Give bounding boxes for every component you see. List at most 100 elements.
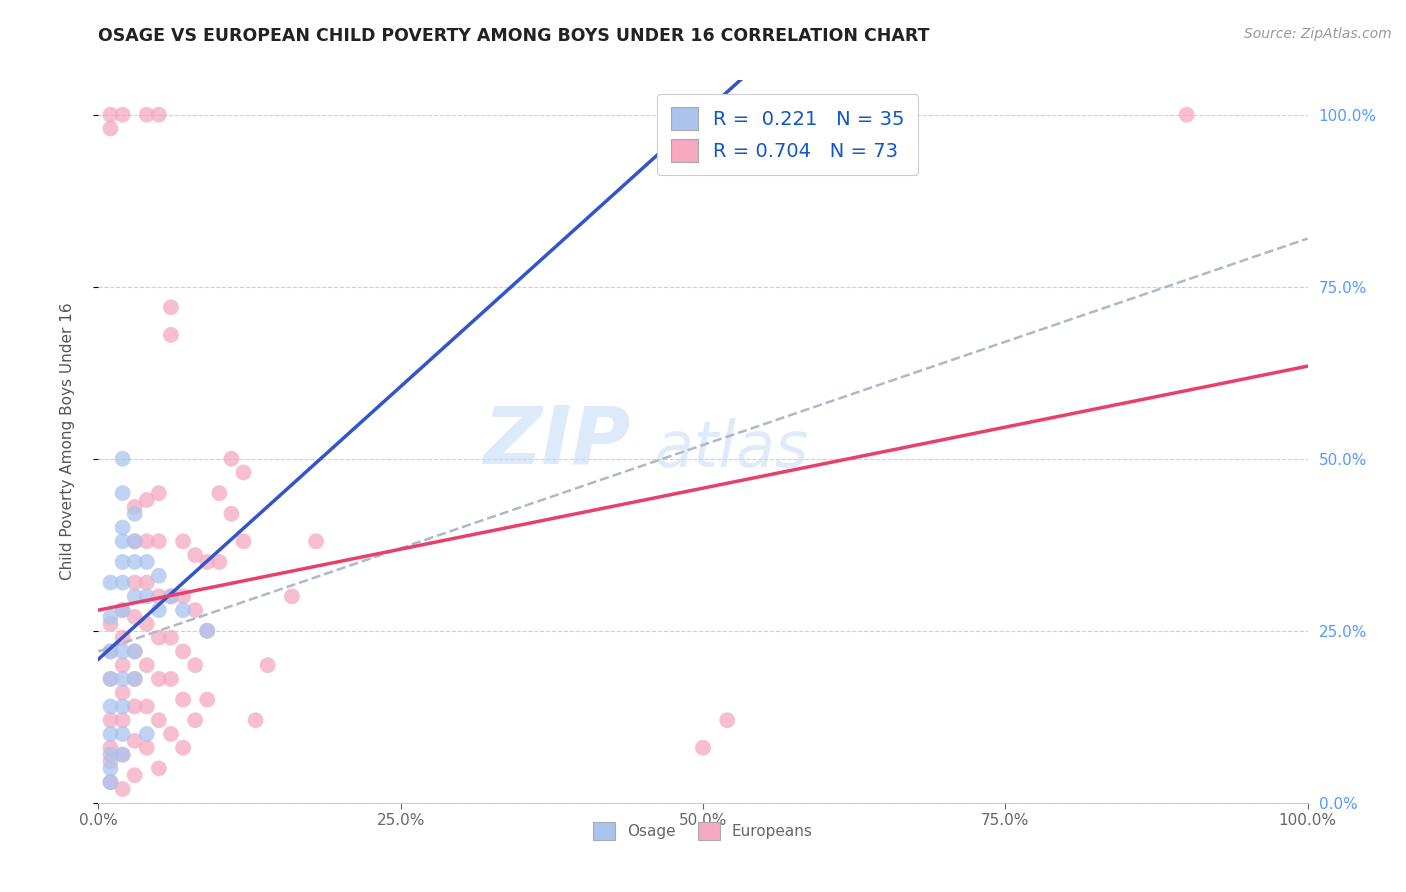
Point [111,520,134,534]
Point [111,658,134,673]
Point [111,534,134,549]
Y-axis label: Child Poverty Among Boys Under 16: Child Poverty Among Boys Under 16 [60,302,75,581]
Text: Source: ZipAtlas.com: Source: ZipAtlas.com [1244,27,1392,41]
Point [124,672,146,686]
Point [111,782,134,797]
Point [124,575,146,590]
Point [172,692,194,706]
Point [100,740,122,755]
Point [100,121,122,136]
Point [148,568,170,582]
Point [135,575,157,590]
Point [160,631,183,645]
Point [124,555,146,569]
Point [135,108,157,122]
Text: atlas: atlas [655,417,808,480]
Point [148,603,170,617]
Point [172,603,194,617]
Point [184,548,207,562]
Point [124,734,146,748]
Point [100,775,122,789]
Point [160,327,183,342]
Point [281,590,304,604]
Point [111,672,134,686]
Point [245,713,267,727]
Point [208,555,231,569]
Point [208,486,231,500]
Point [124,507,146,521]
Point [111,555,134,569]
Point [148,761,170,775]
Point [100,672,122,686]
Point [135,740,157,755]
Point [172,534,194,549]
Point [172,590,194,604]
Point [148,534,170,549]
Point [184,713,207,727]
Point [148,590,170,604]
Point [135,616,157,631]
Point [111,699,134,714]
Point [100,761,122,775]
Legend: Osage, Europeans: Osage, Europeans [588,816,818,846]
Point [148,672,170,686]
Point [111,686,134,700]
Point [160,301,183,315]
Point [111,108,134,122]
Point [232,466,254,480]
Point [124,644,146,658]
Point [195,692,218,706]
Point [111,644,134,658]
Point [135,534,157,549]
Point [124,644,146,658]
Point [305,534,328,549]
Point [100,713,122,727]
Point [111,631,134,645]
Point [172,644,194,658]
Point [111,713,134,727]
Point [100,575,122,590]
Point [100,775,122,789]
Point [111,603,134,617]
Point [111,575,134,590]
Point [100,727,122,741]
Point [111,747,134,762]
Point [195,624,218,638]
Point [221,507,243,521]
Point [100,108,122,122]
Point [160,590,183,604]
Point [124,534,146,549]
Point [135,658,157,673]
Point [716,713,738,727]
Point [195,624,218,638]
Point [135,590,157,604]
Text: OSAGE VS EUROPEAN CHILD POVERTY AMONG BOYS UNDER 16 CORRELATION CHART: OSAGE VS EUROPEAN CHILD POVERTY AMONG BO… [98,27,929,45]
Point [124,500,146,514]
Point [221,451,243,466]
Point [135,555,157,569]
Point [184,603,207,617]
Point [1175,108,1198,122]
Point [160,672,183,686]
Point [135,727,157,741]
Point [135,493,157,508]
Point [148,631,170,645]
Point [100,616,122,631]
Point [100,755,122,769]
Point [100,644,122,658]
Point [172,740,194,755]
Point [184,658,207,673]
Point [100,672,122,686]
Point [160,590,183,604]
Point [111,603,134,617]
Point [148,713,170,727]
Point [692,740,714,755]
Point [148,486,170,500]
Point [124,672,146,686]
Point [124,768,146,782]
Point [124,534,146,549]
Point [124,699,146,714]
Point [232,534,254,549]
Point [135,699,157,714]
Point [195,555,218,569]
